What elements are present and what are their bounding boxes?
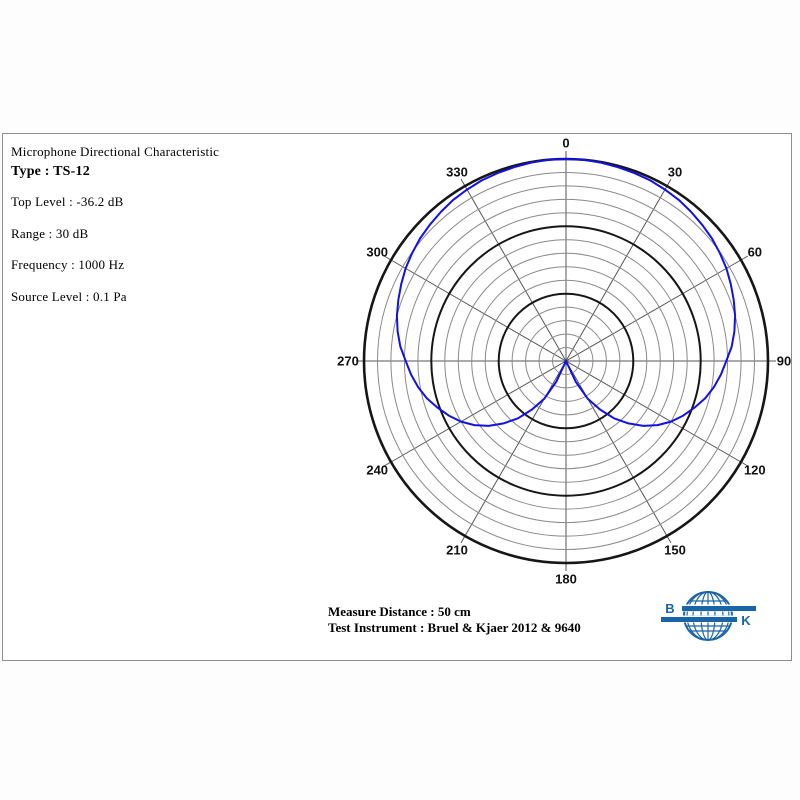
angle-label: 210 (446, 542, 468, 557)
bruel-kjaer-logo: BK (660, 591, 757, 641)
grid-ring (538, 333, 594, 389)
grid-ring-bold (430, 225, 702, 497)
angle-label: 330 (446, 165, 468, 180)
logo-letter-k: K (741, 613, 751, 628)
grid-ring (471, 266, 661, 456)
measure-distance-line: Measure Distance : 50 cm (328, 604, 471, 619)
angle-label: 120 (744, 463, 766, 478)
grid-ring (525, 320, 607, 402)
grid-ring (403, 198, 729, 524)
angle-label: 30 (668, 165, 682, 180)
mic-type-line: Type : TS-12 (11, 164, 90, 179)
grid-ring (390, 185, 742, 537)
grid-ring-bold (497, 292, 635, 430)
angle-label: 180 (555, 572, 577, 587)
grid-ring (444, 239, 688, 483)
polar-chart: 0 30 60 90 120 150 180 210 240 270 300 330 (337, 136, 791, 587)
grid-ring (511, 306, 621, 416)
source-level-line: Source Level : 0.1 Pa (11, 289, 127, 304)
lower-beam (661, 617, 737, 622)
test-instrument-line: Test Instrument : Bruel & Kjaer 2012 & 9… (328, 620, 581, 635)
angle-label: 240 (366, 463, 388, 478)
range-line: Range : 30 dB (11, 226, 89, 241)
measurement-report-panel: Microphone Directional Characteristic Ty… (2, 133, 792, 661)
angle-label: 60 (748, 245, 762, 260)
angle-label: 270 (337, 354, 359, 369)
logo-letter-b: B (665, 601, 674, 616)
response-curve (395, 158, 737, 427)
angle-label: 0 (562, 136, 569, 151)
angle-label: 90 (777, 354, 791, 369)
grid-ring (377, 172, 755, 550)
chart-title: Microphone Directional Characteristic (11, 144, 220, 159)
upper-beam (682, 606, 756, 611)
grid-ring (417, 212, 715, 510)
angle-label: 300 (366, 245, 388, 260)
grid-ring (484, 279, 648, 443)
top-level-line: Top Level : -36.2 dB (11, 194, 124, 209)
angle-label: 150 (664, 542, 686, 557)
grid-ring (457, 252, 675, 470)
grid-ring (552, 347, 580, 375)
frequency-line: Frequency : 1000 Hz (11, 257, 125, 272)
